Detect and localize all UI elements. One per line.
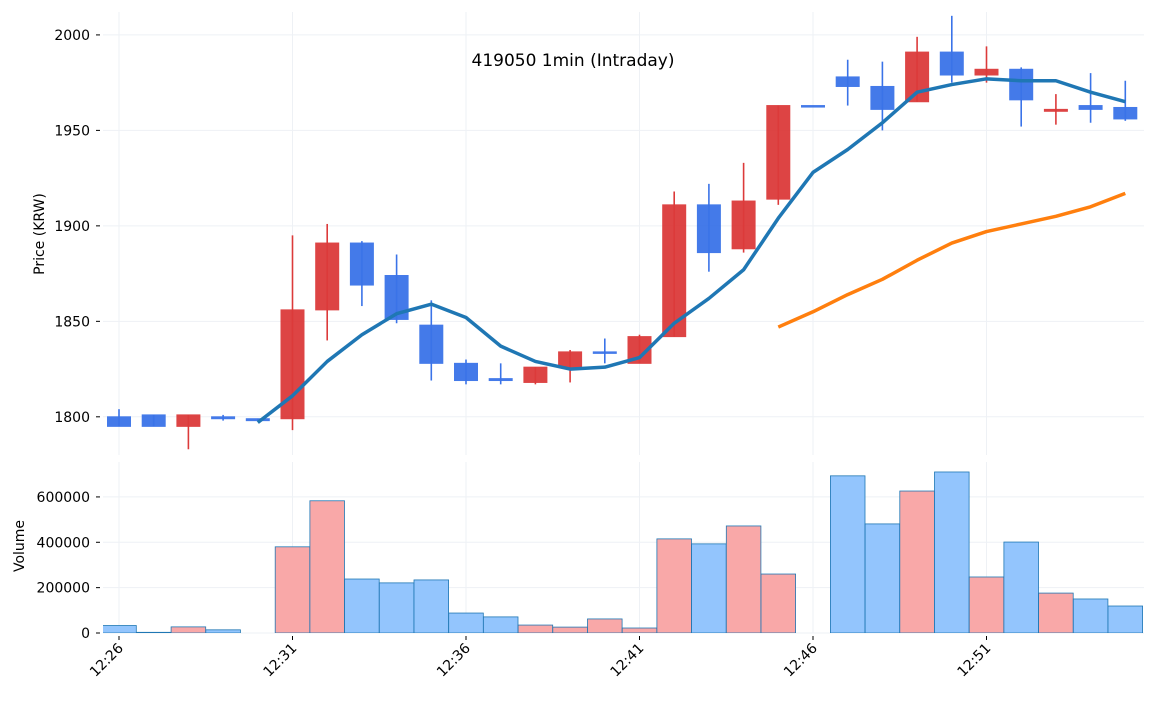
candle-body — [801, 105, 825, 108]
volume-bar — [344, 578, 380, 633]
volume-bar — [413, 579, 449, 633]
candle-body — [1043, 108, 1068, 112]
price-tick-label: 1900 — [54, 219, 90, 235]
ma-short-line — [256, 77, 1126, 424]
candle-body — [211, 416, 236, 420]
volume-bar — [274, 546, 311, 633]
volume-bar — [760, 573, 796, 633]
candle-body — [1078, 105, 1103, 110]
candle-body — [731, 200, 756, 250]
volume-tick-label: 0 — [81, 626, 90, 642]
candle-body — [315, 242, 340, 311]
price-tick-label: 1950 — [54, 123, 90, 139]
x-tick-label: 12:31 — [260, 641, 300, 681]
candle-body — [662, 204, 687, 338]
x-tick-label: 12:51 — [954, 641, 994, 681]
volume-tick-label: 400000 — [37, 535, 90, 551]
candle-body — [1009, 68, 1034, 101]
volume-bar — [864, 523, 901, 633]
volume-bar — [1003, 541, 1039, 633]
candle-body — [176, 414, 201, 427]
volume-tick-label: 200000 — [37, 581, 90, 597]
volume-tick-label: 600000 — [37, 490, 90, 506]
candle-body — [141, 414, 166, 427]
candle-body — [1113, 106, 1138, 120]
x-tick-label: 12:36 — [434, 640, 474, 680]
volume-bar — [725, 525, 762, 633]
ma-lines — [256, 77, 1126, 424]
candle-body — [592, 351, 617, 354]
candle-body — [939, 51, 964, 76]
volume-bar — [552, 626, 588, 633]
volume-bar — [482, 616, 519, 633]
volume-bar — [135, 631, 172, 633]
volume-axis-label: Volume — [12, 520, 28, 572]
candle-body — [974, 68, 999, 76]
volume-bar — [691, 543, 727, 633]
price-tick-label: 1850 — [54, 314, 90, 330]
ma-long-line — [777, 191, 1126, 329]
volume-bar — [1072, 598, 1109, 633]
volume-bar — [205, 629, 241, 633]
candles — [107, 15, 1138, 450]
volume-bar — [378, 582, 415, 633]
volume-bar — [621, 627, 658, 633]
volume-bars — [103, 471, 1143, 633]
x-tick-label: 12:26 — [87, 640, 127, 680]
volume-bar — [934, 471, 970, 633]
volume-bar — [968, 576, 1005, 633]
candle-body — [558, 351, 583, 368]
volume-bar — [656, 538, 692, 633]
price-tick-label: 1800 — [54, 410, 90, 426]
volume-bar — [309, 500, 345, 633]
volume-bar — [1107, 605, 1143, 633]
x-tick-label: 12:41 — [607, 641, 647, 681]
volume-bar — [448, 612, 484, 633]
candle-body — [349, 242, 374, 286]
volume-bar — [899, 490, 935, 633]
chart-title: 419050 1min (Intraday) — [472, 51, 675, 71]
candle-body — [384, 275, 409, 320]
candle-body — [419, 324, 444, 364]
candle-body — [627, 336, 652, 364]
candle-body — [870, 85, 895, 110]
candle-body — [488, 378, 513, 382]
candle-body — [107, 416, 131, 427]
price-axis-label: Price (KRW) — [32, 193, 48, 275]
candle-body — [454, 362, 478, 382]
x-tick-label: 12:46 — [781, 640, 821, 680]
volume-bar — [830, 475, 866, 633]
candle-body — [523, 366, 548, 383]
volume-bar — [587, 618, 623, 633]
candle-body — [766, 105, 791, 200]
volume-bar — [170, 626, 207, 633]
volume-bar — [1038, 592, 1074, 633]
volume-bar — [517, 624, 554, 633]
candle-body — [696, 204, 721, 254]
grid — [103, 12, 1144, 634]
price-tick-label: 2000 — [54, 28, 90, 44]
volume-bar — [103, 625, 137, 633]
candle-body — [835, 76, 860, 87]
